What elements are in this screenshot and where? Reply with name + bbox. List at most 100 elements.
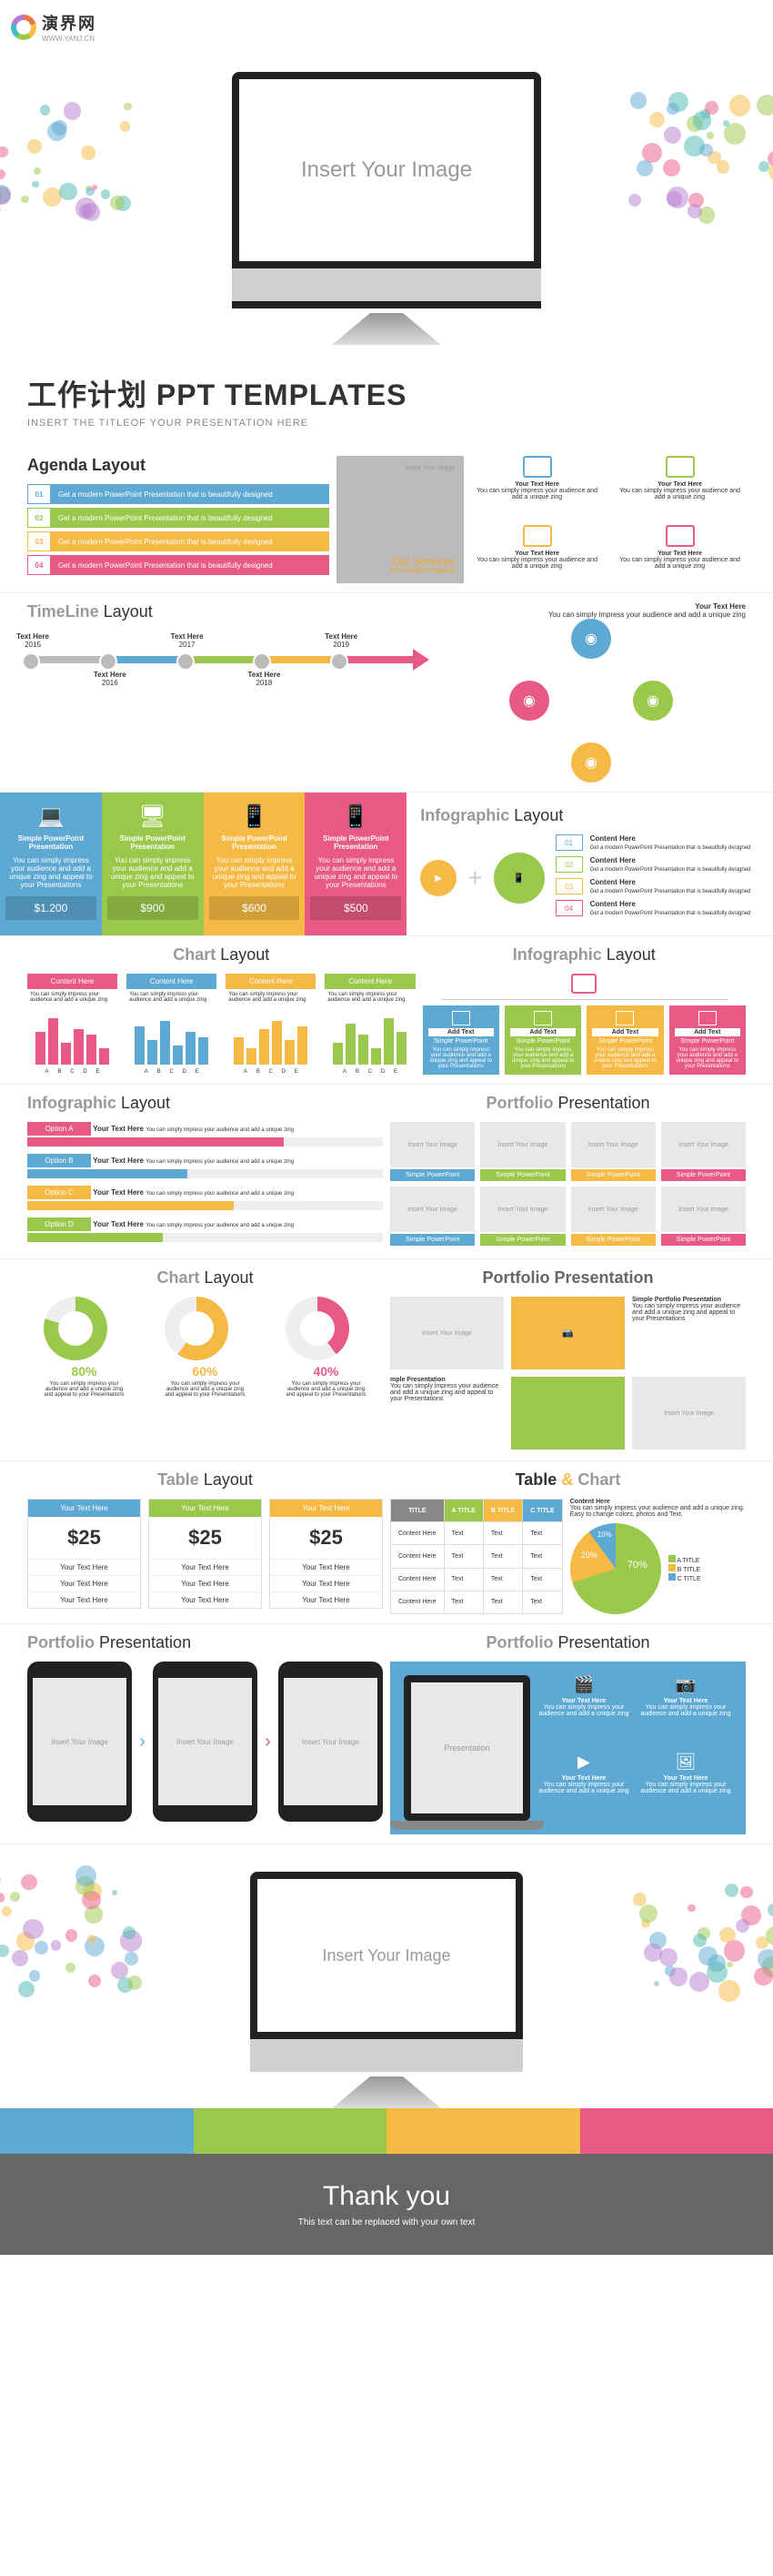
info-cell: 🖼Your Text HereYou can simply impress yo…: [639, 1753, 732, 1821]
color-block: [0, 2108, 194, 2154]
portfolio-cell: Insert Your ImageSimple PowerPoint: [480, 1187, 565, 1246]
chart-title: Chart Layout: [27, 945, 416, 965]
agenda-item: 02Get a modern PowerPoint Presentation t…: [27, 508, 329, 528]
hero-monitor: Insert Your Image: [232, 72, 541, 308]
portfolio2-title: Portfolio Presentation: [390, 1268, 746, 1288]
hbar-item: Option B Your Text Here You can simply i…: [27, 1154, 383, 1178]
hbars-section: Infographic Layout Option A Your Text He…: [0, 1085, 773, 1259]
site-logo: 演界网 WWW.YANJ.CN: [0, 0, 773, 54]
thanks-section: Thank you This text can be replaced with…: [0, 2154, 773, 2255]
service-item: Your Text HereYou can simply impress you…: [471, 525, 603, 583]
tree-title: Infographic Layout: [423, 945, 746, 965]
legend-item: C TITLE: [668, 1573, 701, 1582]
service-item: Your Text HereYou can simply impress you…: [471, 456, 603, 514]
decoration-left: [0, 90, 146, 217]
agenda-title: Agenda Layout: [27, 456, 329, 475]
tree-node: Add TextSimple PowerPointYou can simply …: [505, 1005, 581, 1075]
agenda-item: 04Get a modern PowerPoint Presentation t…: [27, 555, 329, 575]
legend-item: A TITLE: [668, 1555, 701, 1564]
phone-mockup: Insert Your Image: [278, 1662, 383, 1822]
laptop-title: Portfolio Presentation: [390, 1633, 746, 1652]
hero-placeholder: Insert Your Image: [239, 79, 534, 261]
portfolio-cell: Insert Your ImageSimple PowerPoint: [390, 1187, 475, 1246]
thanks-sub: This text can be replaced with your own …: [27, 2217, 746, 2227]
portfolio-cell: Insert Your ImageSimple PowerPoint: [571, 1187, 656, 1246]
price-column: 🖥Simple PowerPoint PresentationYou can s…: [102, 793, 204, 935]
diamond-node: ◉: [633, 681, 673, 721]
info-cell: 🎬Your Text HereYou can simply impress yo…: [537, 1675, 630, 1743]
donut-title: Chart Layout: [27, 1268, 383, 1288]
color-block: [386, 2108, 580, 2154]
hbars-title: Infographic Layout: [27, 1094, 383, 1113]
diamond-node: ◉: [571, 619, 611, 659]
portfolio-cell: Insert Your ImageSimple PowerPoint: [661, 1187, 746, 1246]
legend-item: B TITLE: [668, 1564, 701, 1573]
services-grid: Your Text HereYou can simply impress you…: [471, 456, 746, 583]
table-card: Your Text Here$25Your Text HereYour Text…: [27, 1499, 141, 1609]
footer-monitor-section: Insert Your Image: [0, 1844, 773, 2154]
timeline-title: TimeLine Layout: [27, 602, 429, 621]
tablechart-title: Table & Chart: [390, 1470, 746, 1490]
portfolio-image: Insert Your Image: [632, 1377, 746, 1450]
thanks-heading: Thank you: [27, 2181, 746, 2212]
portfolio-cell: Insert Your ImageSimple PowerPoint: [480, 1122, 565, 1181]
donut-chart: 60%You can simply impress your audience …: [165, 1297, 246, 1400]
table-section: Table Layout Your Text Here$25Your Text …: [0, 1461, 773, 1624]
main-subtitle: INSERT THE TITLEOF YOUR PRESENTATION HER…: [27, 418, 746, 429]
price-column: 📱Simple PowerPoint PresentationYou can s…: [204, 793, 306, 935]
price-columns: 💻Simple PowerPoint PresentationYou can s…: [0, 793, 407, 935]
color-block: [580, 2108, 773, 2154]
phone-mockup: Insert Your Image: [27, 1662, 132, 1822]
devices-section: Portfolio Presentation Insert Your Image…: [0, 1624, 773, 1844]
table-card: Your Text Here$25Your Text HereYour Text…: [269, 1499, 383, 1609]
laptop-mockup: Presentation: [404, 1675, 530, 1821]
chevron-icon: ›: [139, 1732, 146, 1753]
diamond-node: ◉: [509, 681, 549, 721]
info-item: 02Content HereGet a modern PowerPoint Pr…: [556, 856, 759, 873]
decoration-right: [627, 90, 773, 217]
phone-mockup: Insert Your Image: [153, 1662, 257, 1822]
timeline-section: TimeLine Layout Text Here2015Text Here20…: [0, 593, 773, 793]
bar-chart: Content HereYou can simply impress your …: [126, 974, 216, 1075]
phones-title: Portfolio Presentation: [27, 1633, 383, 1652]
service-item: Your Text HereYou can simply impress you…: [614, 525, 746, 583]
hbar-item: Option A Your Text Here You can simply i…: [27, 1122, 383, 1147]
agenda-item: 01Get a modern PowerPoint Presentation t…: [27, 484, 329, 504]
diamond-node: ◉: [571, 742, 611, 783]
color-block: [194, 2108, 387, 2154]
diamond-diagram: ◉ ◉ ◉ ◉: [509, 619, 673, 783]
logo-icon: [11, 15, 36, 40]
services-box: Insert Your Image Our Services Presentat…: [336, 456, 464, 583]
bar-chart: Content HereYou can simply impress your …: [226, 974, 316, 1075]
infographic-title: Infographic Layout: [420, 806, 759, 825]
info-cell: ▶Your Text HereYou can simply impress yo…: [537, 1753, 630, 1821]
portfolio-cell: Insert Your ImageSimple PowerPoint: [661, 1122, 746, 1181]
main-title: 工作计划 PPT TEMPLATES: [27, 372, 746, 414]
table-card: Your Text Here$25Your Text HereYour Text…: [148, 1499, 262, 1609]
agenda-item: 03Get a modern PowerPoint Presentation t…: [27, 531, 329, 551]
service-item: Your Text HereYou can simply impress you…: [614, 456, 746, 514]
footer-monitor: Insert Your Image: [250, 1872, 523, 2072]
data-table: TITLEA TITLEB TITLEC TITLEContent HereTe…: [390, 1499, 563, 1614]
info-item: 04Content HereGet a modern PowerPoint Pr…: [556, 900, 759, 916]
tree-node: Add TextSimple PowerPointYou can simply …: [587, 1005, 663, 1075]
tree-node: Add TextSimple PowerPointYou can simply …: [669, 1005, 746, 1075]
hero-section: Insert Your Image: [0, 54, 773, 336]
logo-url: WWW.YANJ.CN: [42, 35, 96, 43]
table-title: Table Layout: [27, 1470, 383, 1490]
tree-node: Add TextSimple PowerPointYou can simply …: [423, 1005, 499, 1075]
bar-chart: Content HereYou can simply impress your …: [27, 974, 117, 1075]
tree-root-icon: [571, 974, 597, 994]
donut-chart: 80%You can simply impress your audience …: [44, 1297, 125, 1400]
bar-chart: Content HereYou can simply impress your …: [325, 974, 415, 1075]
portfolio-image: Insert Your Image: [390, 1297, 504, 1369]
logo-name: 演界网: [42, 11, 96, 35]
price-column: 📱Simple PowerPoint PresentationYou can s…: [305, 793, 407, 935]
pie-chart: 70%20%10%: [570, 1523, 661, 1614]
chevron-icon: ›: [265, 1732, 271, 1753]
portfolio-cell: Insert Your ImageSimple PowerPoint: [571, 1122, 656, 1181]
agenda-section: Agenda Layout 01Get a modern PowerPoint …: [0, 447, 773, 593]
portfolio1-title: Portfolio Presentation: [390, 1094, 746, 1113]
portfolio-cell: Insert Your ImageSimple PowerPoint: [390, 1122, 475, 1181]
donut-chart: 40%You can simply impress your audience …: [286, 1297, 367, 1400]
